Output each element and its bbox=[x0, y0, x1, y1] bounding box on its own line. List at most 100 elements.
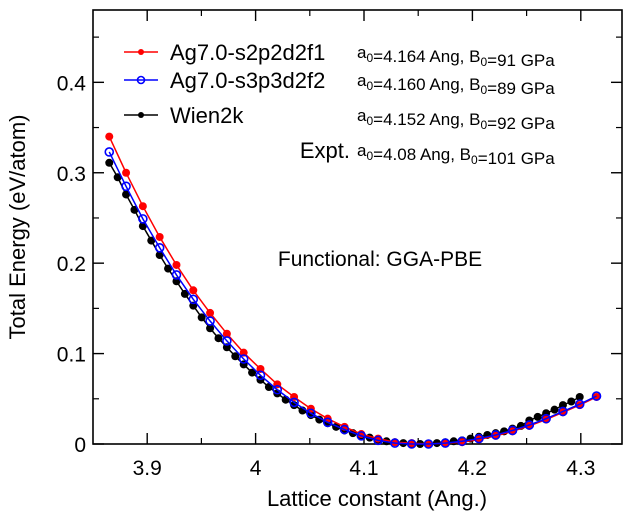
legend-label: Wien2k bbox=[170, 103, 244, 128]
x-axis-title: Lattice constant (Ang.) bbox=[267, 486, 487, 511]
param-text: =92 GPa bbox=[487, 114, 555, 133]
data-point bbox=[567, 397, 576, 406]
y-tick-label: 0.4 bbox=[57, 72, 87, 95]
data-point bbox=[541, 413, 551, 424]
subscript: 0 bbox=[366, 114, 373, 128]
data-point bbox=[574, 399, 585, 410]
data-point bbox=[222, 329, 231, 338]
data-point bbox=[238, 354, 249, 364]
data-point bbox=[105, 158, 114, 167]
data-point bbox=[189, 286, 198, 295]
data-point bbox=[550, 405, 559, 414]
data-point bbox=[172, 260, 181, 269]
data-point bbox=[423, 439, 434, 449]
series-ag7-0-s3p3d2f2 bbox=[104, 147, 602, 449]
data-point bbox=[222, 336, 232, 346]
data-point bbox=[121, 181, 131, 192]
legend-label: Ag7.0-s3p3d2f2 bbox=[170, 68, 325, 93]
data-point bbox=[138, 202, 147, 211]
subscript: 0 bbox=[471, 153, 478, 167]
data-point bbox=[122, 190, 131, 199]
data-point bbox=[390, 438, 400, 448]
y-tick-label: 0.2 bbox=[57, 253, 86, 276]
x-tick-label: 4 bbox=[250, 457, 262, 480]
data-point bbox=[197, 313, 206, 322]
data-point bbox=[188, 294, 199, 305]
param-text: =101 GPa bbox=[478, 149, 556, 168]
data-point bbox=[155, 251, 164, 260]
data-point bbox=[180, 289, 189, 298]
data-point bbox=[206, 324, 215, 333]
y-axis-title: Total Energy (eV/atom) bbox=[5, 115, 30, 340]
data-point bbox=[248, 368, 257, 377]
data-point bbox=[147, 236, 156, 245]
legend-marker bbox=[138, 112, 144, 118]
y-tick-label: 0.1 bbox=[57, 344, 86, 367]
series-line bbox=[108, 151, 597, 445]
legend-marker bbox=[136, 75, 146, 85]
data-point bbox=[474, 433, 484, 444]
param-text: =4.152 Ang, B bbox=[373, 110, 480, 129]
legend: Ag7.0-s2p2d2f1 a0=4.164 Ang, B0=91 GPaAg7… bbox=[124, 40, 555, 168]
expt-label: Expt. bbox=[300, 138, 350, 163]
data-point bbox=[322, 417, 333, 428]
data-point bbox=[507, 425, 518, 436]
expt-params: a0=4.08 Ang, B0=101 GPa bbox=[357, 141, 555, 168]
subscript: 0 bbox=[366, 51, 373, 65]
data-point bbox=[591, 391, 602, 401]
data-point bbox=[105, 132, 114, 141]
legend-item-expt: Expt. a0=4.08 Ang, B0=101 GPa bbox=[300, 138, 555, 168]
axis-ticks bbox=[93, 10, 622, 445]
param-text: =89 GPa bbox=[487, 79, 555, 98]
data-point bbox=[272, 384, 283, 395]
data-point bbox=[558, 406, 568, 417]
data-point bbox=[231, 352, 240, 361]
data-point bbox=[255, 370, 266, 381]
subscript: 0 bbox=[366, 79, 373, 93]
param-text: =91 GPa bbox=[487, 51, 555, 70]
subscript: 0 bbox=[480, 118, 487, 132]
series-line bbox=[108, 162, 581, 445]
data-point bbox=[206, 308, 215, 317]
data-point bbox=[315, 415, 324, 424]
data-point bbox=[113, 173, 122, 182]
data-point bbox=[154, 242, 165, 253]
legend-label: Ag7.0-s2p2d2f1 bbox=[170, 40, 325, 65]
x-tick-label: 4.3 bbox=[566, 457, 595, 480]
data-point bbox=[575, 392, 584, 401]
data-point bbox=[155, 232, 164, 241]
data-point bbox=[138, 222, 147, 231]
legend-item: Ag7.0-s3p3d2f2 a0=4.160 Ang, B0=89 GPa bbox=[124, 68, 555, 98]
legend-params: a0=4.160 Ang, B0=89 GPa bbox=[357, 71, 555, 98]
data-point bbox=[138, 214, 148, 224]
y-tick-label: 0.3 bbox=[57, 163, 86, 186]
y-tick-label: 0 bbox=[74, 434, 86, 457]
param-text: =4.164 Ang, B bbox=[373, 47, 480, 66]
data-point bbox=[205, 316, 215, 326]
series-ag7-0-s2p2d2f1 bbox=[105, 132, 601, 448]
data-point bbox=[457, 436, 467, 447]
x-tick-label: 4.1 bbox=[349, 457, 378, 480]
param-text: =4.08 Ang, B bbox=[373, 145, 471, 164]
data-point bbox=[122, 168, 131, 177]
x-tick-label: 3.9 bbox=[133, 457, 162, 480]
subscript: 0 bbox=[480, 83, 487, 97]
series-wien2k bbox=[105, 158, 584, 448]
axis-tick-labels: 3.9 4 4.1 4.2 4.3 0 0.1 0.2 0.3 0.4 bbox=[57, 72, 596, 480]
data-point bbox=[289, 397, 299, 408]
data-point bbox=[214, 334, 223, 343]
annotation-functional: Functional: GGA-PBE bbox=[278, 248, 482, 271]
legend-item: Wien2k a0=4.152 Ang, B0=92 GPa bbox=[124, 103, 555, 133]
series-layer bbox=[104, 132, 602, 449]
data-point bbox=[533, 412, 542, 421]
subscript: 0 bbox=[480, 55, 487, 69]
x-tick-label: 4.2 bbox=[458, 457, 487, 480]
legend-params: a0=4.152 Ang, B0=92 GPa bbox=[357, 106, 555, 133]
data-point bbox=[164, 264, 173, 273]
data-point bbox=[339, 424, 350, 435]
plot-frame bbox=[92, 9, 623, 445]
data-point bbox=[373, 435, 383, 446]
param-text: a bbox=[357, 71, 367, 90]
data-point bbox=[171, 270, 182, 280]
